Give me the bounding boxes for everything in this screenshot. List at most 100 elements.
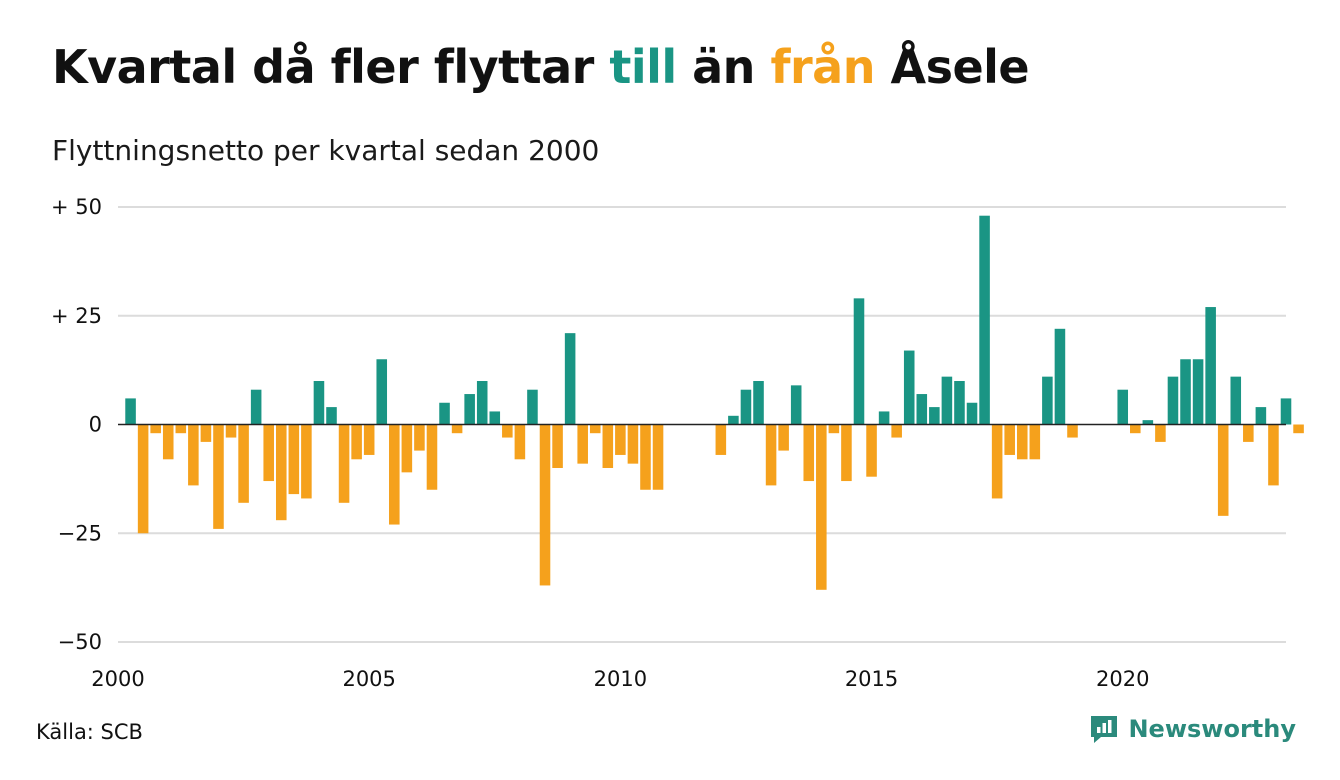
bar <box>527 389 538 425</box>
bar <box>1029 424 1041 460</box>
bar <box>589 424 601 434</box>
bar <box>288 424 300 495</box>
bar <box>991 424 1003 499</box>
bar <box>137 424 149 534</box>
bar <box>464 394 475 425</box>
bar <box>476 381 488 425</box>
bar <box>866 424 877 477</box>
bar <box>414 424 425 451</box>
title-prefix: Kvartal då fler flyttar <box>52 40 610 94</box>
bar <box>1142 420 1154 425</box>
bar <box>188 424 199 486</box>
bar <box>1155 424 1166 442</box>
bar <box>376 359 388 425</box>
bar <box>979 215 990 425</box>
y-tick-label: −50 <box>58 630 102 654</box>
bar <box>552 424 563 468</box>
y-tick-label: + 50 <box>51 195 102 219</box>
bar <box>841 424 852 482</box>
bar <box>916 394 928 425</box>
bar <box>1054 328 1066 425</box>
bar <box>966 402 978 425</box>
bar <box>564 333 576 425</box>
bar <box>803 424 815 482</box>
bar <box>1268 424 1279 486</box>
title-positive-word: till <box>609 40 677 94</box>
bar <box>389 424 400 525</box>
bar <box>401 424 413 473</box>
bar <box>275 424 287 521</box>
x-tick-label: 2010 <box>594 667 647 691</box>
bar <box>1217 424 1229 516</box>
bar <box>778 424 789 451</box>
bar <box>577 424 588 464</box>
bar <box>941 376 953 425</box>
bar <box>125 398 136 425</box>
bar <box>1255 407 1267 425</box>
bar-chart: −50 −25 0 + 25 + 50 2000 2005 2010 2015 2020 <box>51 195 1304 691</box>
bar <box>200 424 212 442</box>
bar <box>1180 359 1191 425</box>
y-axis: −50 −25 0 + 25 + 50 <box>51 195 102 654</box>
y-tick-label: 0 <box>89 413 102 437</box>
bar <box>1067 424 1078 438</box>
newsworthy-logo-icon <box>1091 716 1118 743</box>
x-tick-label: 2000 <box>91 667 144 691</box>
x-tick-label: 2015 <box>845 667 898 691</box>
chart-title: Kvartal då fler flyttar till än från Åse… <box>52 40 1030 94</box>
bar <box>162 424 174 460</box>
bar <box>640 424 651 490</box>
bar <box>1004 424 1015 455</box>
bar <box>238 424 249 503</box>
bar <box>1230 376 1242 425</box>
bar <box>489 411 501 425</box>
bar <box>514 424 526 460</box>
bar <box>313 381 325 425</box>
bar <box>1293 424 1304 434</box>
bar <box>765 424 777 486</box>
bar <box>502 424 513 438</box>
bar <box>1117 389 1129 425</box>
bar <box>175 424 187 434</box>
grid-lines <box>118 206 1286 643</box>
bar <box>439 402 450 425</box>
bar <box>1167 376 1179 425</box>
chart-subtitle: Flyttningsnetto per kvartal sedan 2000 <box>52 134 600 167</box>
title-negative-word: från <box>770 40 875 94</box>
bar <box>954 381 965 425</box>
bar <box>652 424 664 490</box>
brand-logo[interactable]: Newsworthy <box>1088 713 1296 745</box>
x-tick-label: 2020 <box>1096 667 1149 691</box>
bar <box>426 424 438 490</box>
bar <box>451 424 463 434</box>
y-tick-label: + 25 <box>51 304 102 328</box>
bar <box>1192 359 1204 425</box>
bar <box>816 424 827 590</box>
bar <box>903 350 915 425</box>
title-middle: än <box>676 40 771 94</box>
bar <box>753 381 764 425</box>
x-tick-label: 2005 <box>342 667 395 691</box>
bar <box>627 424 639 464</box>
bar <box>301 424 312 499</box>
bar <box>740 389 752 425</box>
bar <box>150 424 161 434</box>
title-suffix: Åsele <box>874 40 1030 94</box>
bar <box>363 424 375 455</box>
bar <box>929 407 940 425</box>
bar <box>351 424 362 460</box>
bar <box>728 415 739 425</box>
bar <box>891 424 902 438</box>
bar <box>602 424 614 468</box>
bar <box>338 424 350 503</box>
bar <box>326 407 337 425</box>
bar <box>1016 424 1028 460</box>
bar <box>715 424 727 455</box>
bar <box>263 424 274 482</box>
y-tick-label: −25 <box>58 521 102 545</box>
brand-name: Newsworthy <box>1128 715 1296 743</box>
x-axis: 2000 2005 2010 2015 2020 <box>91 667 1149 691</box>
bar <box>213 424 224 529</box>
bar <box>790 385 802 425</box>
bar <box>1205 307 1216 425</box>
